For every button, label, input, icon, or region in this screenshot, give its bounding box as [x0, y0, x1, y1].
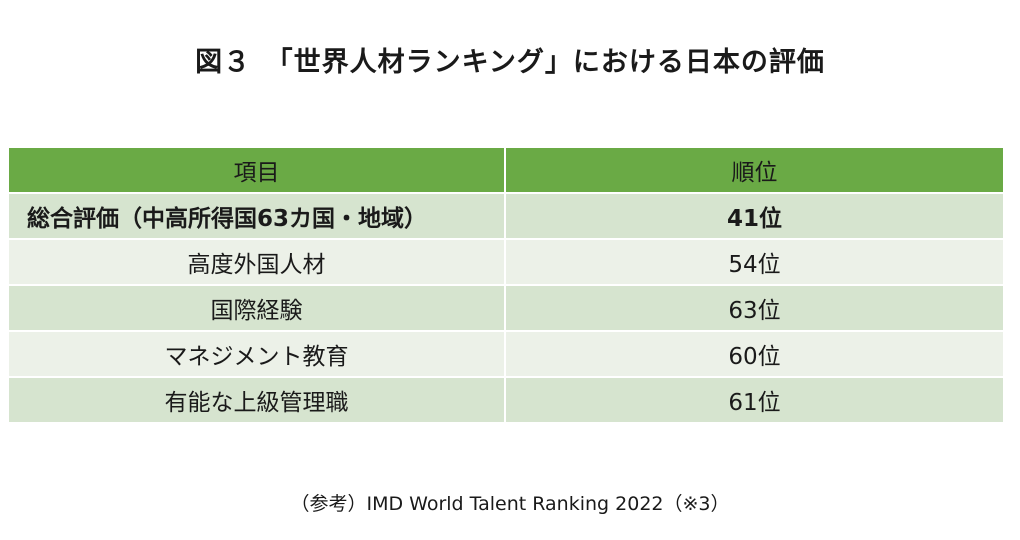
- column-header-item: 項目: [9, 148, 504, 192]
- table-cell-rank: 60位: [506, 332, 1003, 376]
- table-header-row: 項目 順位: [9, 148, 1003, 192]
- ranking-table: 項目 順位 総合評価（中高所得国63カ国・地域） 41位 高度外国人材 54位 …: [9, 148, 1003, 424]
- figure-title: 図３ 「世界人材ランキング」における日本の評価: [195, 47, 825, 78]
- source-note: （参考）IMD World Talent Ranking 2022（※3）: [290, 493, 730, 515]
- table-cell-rank: 61位: [506, 378, 1003, 422]
- table-row: マネジメント教育 60位: [9, 332, 1003, 376]
- column-header-rank: 順位: [506, 148, 1003, 192]
- table-row: 高度外国人材 54位: [9, 240, 1003, 284]
- table-cell-rank: 63位: [506, 286, 1003, 330]
- table-cell-item: 有能な上級管理職: [9, 378, 504, 422]
- table-cell-item: 高度外国人材: [9, 240, 504, 284]
- table-cell-item: 国際経験: [9, 286, 504, 330]
- table-row: 総合評価（中高所得国63カ国・地域） 41位: [9, 194, 1003, 238]
- table-cell-item: マネジメント教育: [9, 332, 504, 376]
- table-cell-rank: 54位: [506, 240, 1003, 284]
- table-cell-item: 総合評価（中高所得国63カ国・地域）: [9, 194, 504, 238]
- table-cell-rank: 41位: [506, 194, 1003, 238]
- table-row: 有能な上級管理職 61位: [9, 378, 1003, 422]
- table-row: 国際経験 63位: [9, 286, 1003, 330]
